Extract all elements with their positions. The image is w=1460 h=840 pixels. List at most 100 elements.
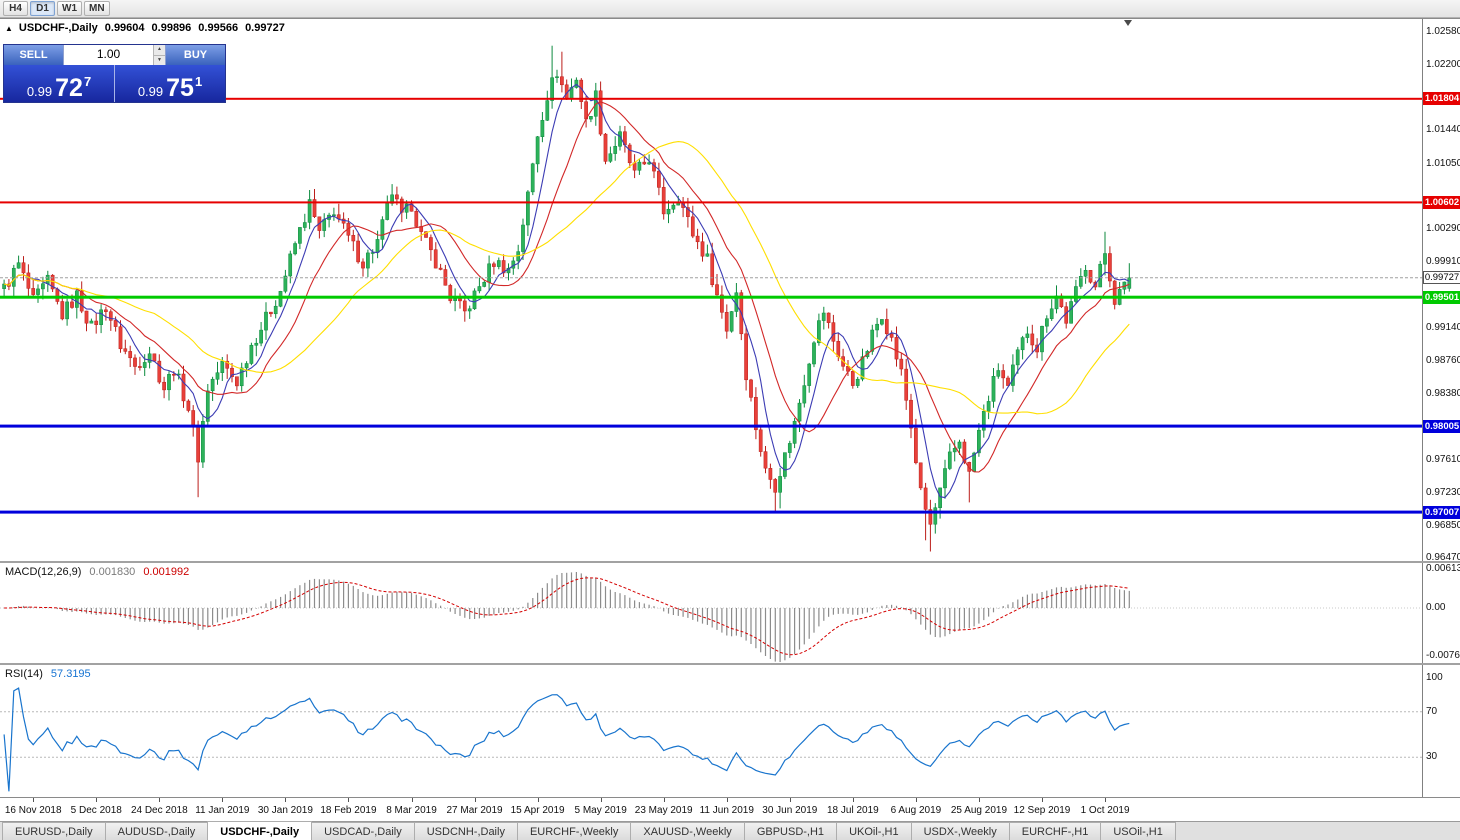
- rsi-axis-label: 30: [1426, 751, 1438, 763]
- date-tick: [33, 798, 35, 802]
- lot-size-field[interactable]: 1.00 ▲ ▼: [63, 45, 166, 65]
- date-label: 27 Mar 2019: [446, 805, 503, 816]
- chart-tab[interactable]: GBPUSD-,H1: [743, 822, 838, 840]
- buy-price-display[interactable]: 0.99 75 1: [115, 65, 225, 102]
- price-axis-label: 0.97230: [1426, 486, 1460, 498]
- date-tick: [852, 798, 854, 802]
- macd-axis-label: 0.00: [1426, 601, 1446, 613]
- buy-price-big: 75: [166, 73, 194, 102]
- date-label: 5 Dec 2018: [70, 805, 122, 816]
- chart-tab[interactable]: EURCHF-,Weekly: [516, 822, 632, 840]
- date-tick: [1105, 798, 1107, 802]
- date-tick: [222, 798, 224, 802]
- trade-panel-collapse-icon[interactable]: ▲: [5, 23, 13, 33]
- date-tick: [915, 798, 917, 802]
- date-tick: [789, 798, 791, 802]
- hline-price-label: 0.98005: [1423, 419, 1460, 433]
- chart-tab[interactable]: XAUUSD-,Weekly: [630, 822, 745, 840]
- date-label: 6 Aug 2019: [890, 805, 942, 816]
- panel-separator[interactable]: [0, 663, 1460, 665]
- date-label: 30 Jan 2019: [257, 805, 313, 816]
- chart-tab[interactable]: USDX-,Weekly: [910, 822, 1010, 840]
- sell-button[interactable]: SELL: [4, 45, 63, 65]
- buy-button[interactable]: BUY: [166, 45, 225, 65]
- price-chart-panel: 1.02580 1.02200 1.01440 1.01050 1.00290 0.999…: [0, 19, 1460, 561]
- macd-value-main: 0.001830: [89, 566, 136, 578]
- date-label: 30 Jun 2019: [762, 805, 818, 816]
- price-axis-label: 1.02580: [1426, 25, 1460, 37]
- timeframe-button-h4[interactable]: H4: [3, 1, 28, 16]
- chart-tab[interactable]: EURCHF-,H1: [1008, 822, 1102, 840]
- candlestick-plot[interactable]: [0, 19, 1422, 561]
- chart-tab[interactable]: UKOil-,H1: [836, 822, 912, 840]
- chart-tabs-bar: EURUSD-,Daily AUDUSD-,Daily USDCHF-,Daily U…: [0, 821, 1460, 840]
- lot-decrease-button[interactable]: ▼: [153, 55, 165, 65]
- price-axis-label: 1.00290: [1426, 223, 1460, 235]
- rsi-value: 57.3195: [50, 668, 91, 680]
- rsi-name: RSI(14): [5, 668, 43, 680]
- chart-tab[interactable]: USDCHF-,Daily: [207, 821, 313, 840]
- sell-price-pip: 7: [83, 74, 92, 89]
- date-label: 18 Jul 2019: [826, 805, 879, 816]
- date-tick: [978, 798, 980, 802]
- timeframe-button-mn[interactable]: MN: [84, 1, 110, 16]
- chart-shift-marker-icon[interactable]: [1124, 20, 1132, 26]
- macd-plot[interactable]: [0, 563, 1422, 663]
- macd-axis-label: -0.00761: [1426, 650, 1460, 662]
- timeframe-button-w1[interactable]: W1: [57, 1, 82, 16]
- date-label: 1 Oct 2019: [1080, 805, 1130, 816]
- buy-price-prefix: 0.99: [137, 84, 164, 99]
- lot-size-value[interactable]: 1.00: [96, 47, 121, 61]
- date-label: 11 Jun 2019: [699, 805, 754, 816]
- macd-name: MACD(12,26,9): [5, 566, 82, 578]
- rsi-axis[interactable]: 100 70 30: [1422, 665, 1460, 797]
- date-label: 15 Apr 2019: [510, 805, 565, 816]
- sell-price-big: 72: [55, 73, 83, 102]
- chart-tab[interactable]: USDCAD-,Daily: [311, 822, 415, 840]
- rsi-plot[interactable]: [0, 665, 1422, 797]
- sell-price-display[interactable]: 0.99 72 7: [4, 65, 114, 102]
- price-axis-label: 0.99140: [1426, 322, 1460, 334]
- lot-increase-button[interactable]: ▲: [153, 45, 165, 56]
- chart-tab[interactable]: USOil-,H1: [1100, 822, 1176, 840]
- panel-separator[interactable]: [0, 561, 1460, 563]
- date-tick: [159, 798, 161, 802]
- bid-price-label: 0.99727: [1423, 271, 1460, 285]
- chart-window: 1.02580 1.02200 1.01440 1.01050 1.00290 0.999…: [0, 18, 1460, 821]
- date-label: 5 May 2019: [574, 805, 627, 816]
- lot-spinner: ▲ ▼: [153, 45, 165, 65]
- date-tick: [600, 798, 602, 802]
- macd-label: MACD(12,26,9) 0.001830 0.001992: [5, 566, 197, 578]
- date-tick: [348, 798, 350, 802]
- macd-panel: 0.00613 0.00 -0.00761 MACD(12,26,9) 0.0018…: [0, 563, 1460, 663]
- rsi-panel: 100 70 30 RSI(14) 57.3195: [0, 665, 1460, 797]
- chart-tab[interactable]: USDCNH-,Daily: [413, 822, 518, 840]
- date-label: 8 Mar 2019: [386, 805, 437, 816]
- hline-price-label: 1.01804: [1423, 92, 1460, 106]
- timeframe-button-d1[interactable]: D1: [30, 1, 55, 16]
- rsi-axis-label: 100: [1426, 671, 1443, 683]
- date-label: 23 May 2019: [634, 805, 693, 816]
- macd-axis[interactable]: 0.00613 0.00 -0.00761: [1422, 563, 1460, 663]
- date-label: 18 Feb 2019: [320, 805, 377, 816]
- chart-symbol-title: USDCHF-,Daily: [18, 22, 98, 34]
- chart-tab[interactable]: EURUSD-,Daily: [2, 822, 106, 840]
- price-axis-label: 0.97610: [1426, 454, 1460, 466]
- chart-tab[interactable]: AUDUSD-,Daily: [104, 822, 209, 840]
- date-tick: [411, 798, 413, 802]
- price-axis-label: 0.96470: [1426, 552, 1460, 561]
- sell-price-prefix: 0.99: [26, 84, 53, 99]
- ohlc-close: 0.99727: [245, 22, 285, 34]
- rsi-axis-label: 70: [1426, 705, 1438, 717]
- macd-axis-label: 0.00613: [1426, 563, 1460, 574]
- price-axis-label: 1.01440: [1426, 124, 1460, 136]
- macd-value-signal: 0.001992: [143, 566, 190, 578]
- date-axis[interactable]: 16 Nov 2018 5 Dec 2018 24 Dec 2018 11 Jan 2…: [0, 797, 1460, 821]
- price-axis[interactable]: 1.02580 1.02200 1.01440 1.01050 1.00290 0.999…: [1422, 19, 1460, 561]
- date-tick: [96, 798, 98, 802]
- timeframe-toolbar: H4 D1 W1 MN: [0, 0, 1460, 18]
- price-axis-label: 1.02200: [1426, 58, 1460, 70]
- chart-title: ▲ USDCHF-,Daily 0.99604 0.99896 0.99566 …: [5, 22, 285, 34]
- date-label: 12 Sep 2019: [1013, 805, 1071, 816]
- date-tick: [663, 798, 665, 802]
